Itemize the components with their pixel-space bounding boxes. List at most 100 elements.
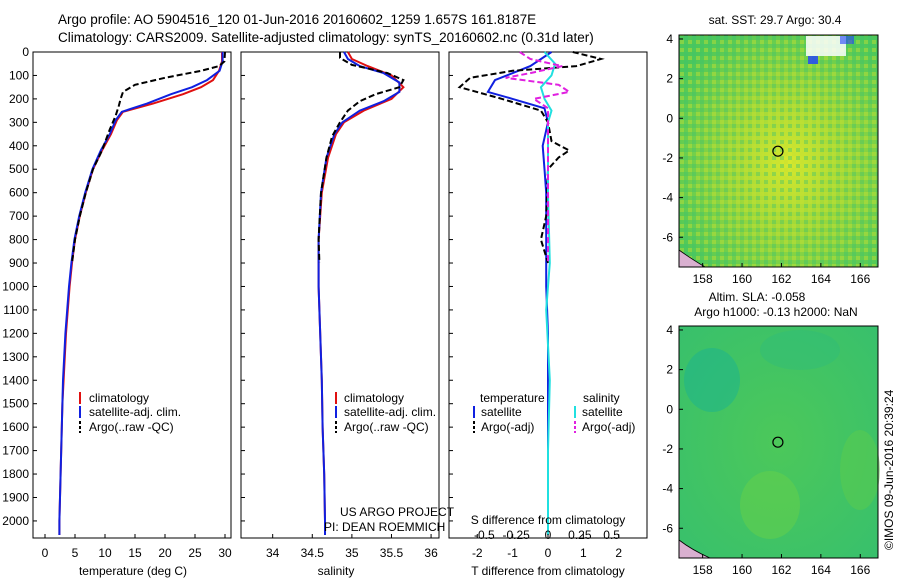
map-y-tick-label: -6	[662, 521, 673, 535]
temperature-plot-frame	[32, 51, 232, 539]
difference-series	[457, 51, 605, 535]
map-x-tick-label: 166	[850, 563, 870, 577]
x-tick-label-top: -0.5	[474, 528, 495, 542]
sla-map-eddy	[740, 471, 800, 539]
difference-legend: temperature salinity satellite Argo(-adj…	[473, 391, 635, 434]
depth-tick-label: 200	[9, 92, 29, 106]
map-y-tick-label: -6	[662, 230, 673, 244]
x-tick-label: 0	[545, 546, 552, 560]
legend-label-climatology: climatology	[89, 391, 149, 405]
depth-tick-label: 1500	[2, 397, 29, 411]
header-line2: Climatology: CARS2009. Satellite-adjuste…	[58, 30, 594, 45]
x-tick-label: 0	[42, 546, 49, 560]
project-annotation: US ARGO PROJECT	[340, 505, 455, 519]
map-y-tick-label: 4	[666, 32, 673, 46]
map-x-tick-label: 164	[811, 563, 831, 577]
sst-map-cloud-patch	[840, 36, 854, 44]
x-tick-label: 25	[188, 546, 202, 560]
difference-xlabel-top: S difference from climatology	[471, 513, 626, 527]
sst-map-texture	[679, 35, 878, 267]
sla-map-eddy	[840, 430, 880, 510]
depth-tick-label: 1000	[2, 279, 29, 293]
x-tick-label: 10	[98, 546, 112, 560]
depth-tick-label: 400	[9, 139, 29, 153]
sst-map-frame	[678, 34, 879, 268]
depth-tick-label: 800	[9, 233, 29, 247]
depth-tick-label: 1100	[3, 303, 29, 317]
legend-label-t-argo: Argo(-adj)	[481, 420, 534, 434]
legend-label-satellite: satellite-adj. clim.	[344, 405, 436, 419]
legend-label-satellite: satellite-adj. clim.	[89, 405, 181, 419]
sla-map-frame	[678, 325, 879, 559]
pi-annotation: PI: DEAN ROEMMICH	[324, 520, 445, 534]
depth-tick-label: 900	[9, 256, 29, 270]
sla-map-title: Altim. SLA: -0.058	[709, 290, 806, 304]
sla-argo-location-marker	[772, 436, 784, 448]
x-tick-label: 36	[424, 546, 438, 560]
temperature-legend: climatology satellite-adj. clim. Argo(..…	[79, 391, 181, 434]
x-tick-label: 20	[158, 546, 172, 560]
x-axes: 0 5 10 15 20 25 30 34 34.5 35 35.5 36 -2 -1 0 1 2 -0.5 -0.…	[42, 528, 623, 560]
series-line-climatology	[317, 51, 405, 535]
series-line-climatology	[58, 52, 223, 535]
x-tick-label: 34	[266, 546, 280, 560]
depth-tick-label: 600	[9, 186, 29, 200]
sst-map-cloud-patch	[806, 36, 846, 56]
salinity-legend: climatology satellite-adj. clim. Argo(..…	[335, 391, 436, 434]
legend-label-t-satellite: satellite	[481, 405, 522, 419]
depth-tick-label: 300	[9, 115, 29, 129]
series-line-s-argo-adj-	[505, 51, 572, 263]
depth-tick-label: 1800	[2, 467, 29, 481]
depth-tick-label: 500	[9, 162, 29, 176]
sla-map-eddy	[760, 330, 840, 370]
map-y-tick-label: 2	[666, 363, 673, 377]
x-tick-label-top: 0.5	[603, 528, 620, 542]
series-line-argo-raw-qc-	[317, 52, 405, 264]
legend-label-argo: Argo(..raw -QC)	[89, 420, 174, 434]
depth-axis: 0 100 200 300 400 500 600 700 800 900 1000 1100 1200…	[2, 45, 453, 528]
x-tick-label: -1	[507, 546, 518, 560]
x-tick-label: 30	[218, 546, 232, 560]
depth-tick-label: 100	[9, 68, 29, 82]
temperature-series	[58, 51, 226, 535]
sla-map-title2: Argo h1000: -0.13 h2000: NaN	[694, 305, 857, 319]
series-line-t-argo-adj-	[457, 51, 605, 264]
legend-label-climatology: climatology	[344, 391, 404, 405]
map-y-tick-label: 0	[666, 402, 673, 416]
x-tick-label-top: 0.25	[568, 528, 592, 542]
sst-argo-location-marker	[772, 145, 784, 157]
series-line-satellite-adj-clim-	[317, 51, 401, 535]
x-tick-label: 34.5	[301, 546, 325, 560]
imos-credit: ©IMOS 09-Jun-2016 20:39:24	[882, 389, 896, 550]
depth-tick-label: 1400	[2, 373, 29, 387]
sst-map-axes: 158 160 162 164 166 4 2 0 -2 -4 -6	[662, 32, 870, 286]
legend-title-temperature: temperature	[480, 391, 545, 405]
depth-tick-label: 1600	[2, 420, 29, 434]
map-x-tick-label: 164	[811, 272, 831, 286]
sla-map: 158 160 162 164 166 4 2 0 -2 -4 -6	[662, 323, 880, 577]
map-y-tick-label: 0	[666, 111, 673, 125]
sla-map-eddy	[684, 348, 740, 412]
x-tick-label: -2	[472, 546, 483, 560]
x-tick-label-top: -0.25	[502, 528, 530, 542]
depth-tick-label: 700	[9, 209, 29, 223]
legend-label-argo: Argo(..raw -QC)	[344, 420, 429, 434]
map-x-tick-label: 158	[693, 563, 713, 577]
legend-label-s-argo: Argo(-adj)	[582, 420, 635, 434]
depth-tick-label: 1200	[2, 326, 29, 340]
x-tick-label: 35	[345, 546, 359, 560]
series-line-t-satellite	[486, 51, 553, 535]
depth-tick-label: 1700	[2, 444, 29, 458]
map-x-tick-label: 166	[850, 272, 870, 286]
sst-map: 158 160 162 164 166 4 2 0 -2 -4 -6	[662, 32, 879, 286]
x-tick-label: 5	[72, 546, 79, 560]
depth-tick-label: 0	[22, 45, 29, 59]
legend-title-salinity: salinity	[583, 391, 620, 405]
map-x-tick-label: 162	[771, 563, 791, 577]
map-y-tick-label: -4	[662, 482, 673, 496]
x-tick-label: 35.5	[380, 546, 404, 560]
map-y-tick-label: 2	[666, 72, 673, 86]
depth-tick-label: 1900	[2, 490, 29, 504]
map-y-tick-label: -4	[662, 191, 673, 205]
